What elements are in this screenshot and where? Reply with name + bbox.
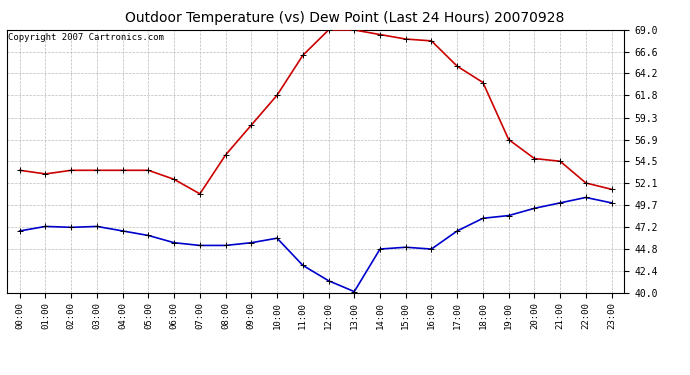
Text: Copyright 2007 Cartronics.com: Copyright 2007 Cartronics.com [8,33,164,42]
Text: Outdoor Temperature (vs) Dew Point (Last 24 Hours) 20070928: Outdoor Temperature (vs) Dew Point (Last… [126,11,564,25]
